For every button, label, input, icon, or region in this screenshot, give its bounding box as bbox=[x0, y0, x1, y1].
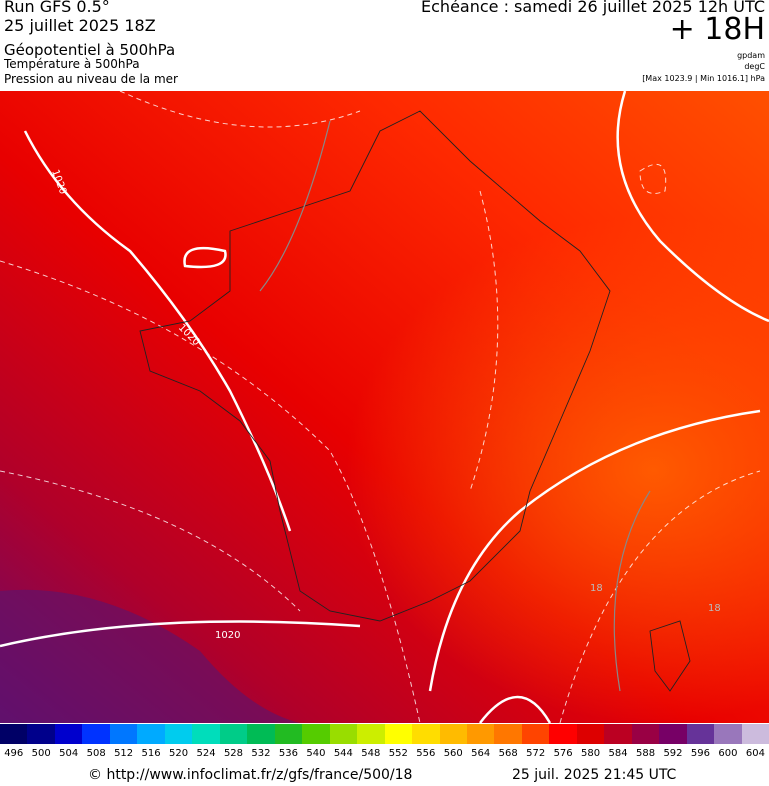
scale-label: 568 bbox=[498, 748, 518, 759]
scale-label: 604 bbox=[745, 748, 765, 759]
map: 1020 1020 1020 18 18 bbox=[0, 91, 769, 723]
color-swatch bbox=[219, 724, 248, 744]
timestamp: 25 juil. 2025 21:45 UTC bbox=[512, 767, 677, 783]
contour-label: 18 bbox=[590, 583, 603, 594]
pressure-range: [Max 1023.9 | Min 1016.1] hPa bbox=[642, 74, 765, 83]
scale-label: 528 bbox=[223, 748, 244, 759]
color-swatch bbox=[631, 724, 660, 744]
color-swatch bbox=[439, 724, 467, 744]
color-swatch bbox=[412, 724, 440, 744]
scale-label: 588 bbox=[635, 748, 656, 759]
unit: degC bbox=[744, 62, 765, 71]
contour-label: 18 bbox=[708, 603, 721, 614]
color-swatch bbox=[192, 724, 220, 744]
scale-label: 548 bbox=[361, 748, 381, 759]
color-swatch bbox=[659, 724, 687, 744]
scale-label: 560 bbox=[443, 748, 463, 759]
scale-label: 504 bbox=[59, 748, 79, 759]
color-swatch bbox=[329, 724, 358, 744]
scale-label: 592 bbox=[663, 748, 683, 759]
scale-label: 544 bbox=[333, 748, 353, 759]
scale-label: 584 bbox=[608, 748, 628, 759]
scale-label: 540 bbox=[306, 748, 326, 759]
color-swatch bbox=[714, 724, 742, 744]
run-date: 25 juillet 2025 18Z bbox=[4, 16, 156, 35]
color-scale-labels: 496 500 504 508 512 516 520 524 528 532 536 540 544 5… bbox=[0, 748, 769, 762]
color-swatch bbox=[384, 724, 413, 744]
color-swatch bbox=[27, 724, 55, 744]
color-swatch bbox=[164, 724, 193, 744]
color-swatch bbox=[549, 724, 577, 744]
color-swatch bbox=[466, 724, 495, 744]
scale-label: 536 bbox=[278, 748, 298, 759]
color-swatch bbox=[274, 724, 303, 744]
scale-label: 500 bbox=[31, 748, 51, 759]
scale-label: 564 bbox=[471, 748, 491, 759]
scale-label: 508 bbox=[86, 748, 106, 759]
color-swatch bbox=[494, 724, 522, 744]
color-swatch bbox=[741, 724, 769, 744]
color-swatch bbox=[521, 724, 550, 744]
color-swatch bbox=[54, 724, 83, 744]
scale-label: 512 bbox=[114, 748, 134, 759]
field: Pression au niveau de la mer bbox=[4, 72, 178, 86]
scale-label: 580 bbox=[581, 748, 601, 759]
color-swatch bbox=[0, 724, 28, 744]
field: Température à 500hPa bbox=[4, 57, 140, 71]
scale-label: 520 bbox=[169, 748, 189, 759]
contour-label: 1020 bbox=[215, 630, 240, 641]
color-swatch bbox=[576, 724, 605, 744]
color-swatch bbox=[357, 724, 385, 744]
scale-label: 556 bbox=[416, 748, 436, 759]
scale-label: 572 bbox=[526, 748, 546, 759]
color-swatch bbox=[82, 724, 110, 744]
lead-time: + 18H bbox=[669, 12, 765, 47]
scale-label: 576 bbox=[553, 748, 573, 759]
color-swatch bbox=[302, 724, 330, 744]
field: Géopotentiel à 500hPa bbox=[4, 41, 176, 59]
color-swatch bbox=[247, 724, 275, 744]
color-swatch bbox=[686, 724, 715, 744]
scale-label: 552 bbox=[388, 748, 408, 759]
color-swatch bbox=[137, 724, 165, 744]
source: © http://www.infoclimat.fr/z/gfs/france/… bbox=[88, 767, 413, 783]
color-swatch bbox=[604, 724, 632, 744]
unit: gpdam bbox=[737, 51, 765, 60]
color-scale bbox=[0, 724, 769, 744]
scale-label: 524 bbox=[196, 748, 216, 759]
valid-time: Echéance : samedi 26 juillet 2025 12h UT… bbox=[421, 0, 765, 16]
run: Run GFS 0.5° bbox=[4, 0, 110, 16]
scale-label: 600 bbox=[718, 748, 738, 759]
color-swatch bbox=[109, 724, 138, 744]
scale-label: 516 bbox=[141, 748, 161, 759]
scale-label: 532 bbox=[251, 748, 271, 759]
scale-label: 596 bbox=[690, 748, 710, 759]
scale-label: 496 bbox=[4, 748, 24, 759]
